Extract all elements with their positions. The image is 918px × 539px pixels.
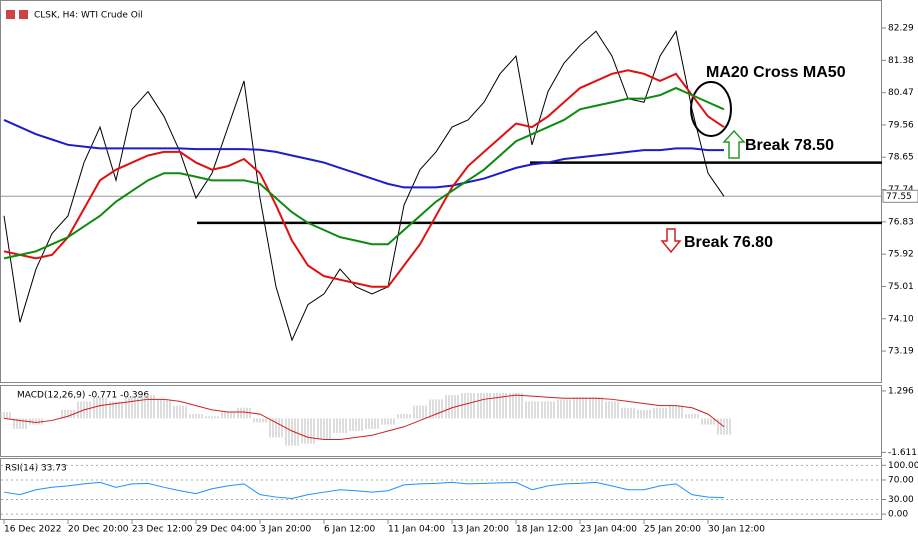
x-tick-label: 16 Dec 2022 — [4, 525, 62, 535]
macd-signal — [3, 394, 725, 440]
x-tick-label: 18 Jan 12:00 — [516, 525, 573, 535]
y-tick-label: 75.01 — [888, 282, 914, 292]
y-tick-label: 70.00 — [888, 475, 914, 485]
y-tick-label: 73.19 — [888, 347, 914, 357]
x-tick-label: 13 Jan 20:00 — [452, 525, 509, 535]
y-tick-label: 79.56 — [888, 120, 914, 130]
main-frame — [0, 0, 882, 383]
series-line — [3, 86, 725, 260]
macd-label: MACD(12,26,9) -0.771 -0.396 — [17, 391, 149, 401]
macd-frame — [0, 385, 882, 457]
x-tick-label: 20 Dec 20:00 — [68, 525, 129, 535]
series-line — [3, 29, 725, 342]
y-tick-label: 76.83 — [888, 217, 914, 227]
y-tick-label: 82.29 — [888, 24, 914, 34]
rsi-label: RSI(14) 33.73 — [5, 464, 67, 474]
x-tick-label: 29 Dec 04:00 — [196, 525, 257, 535]
y-tick-label: -1.611 — [888, 448, 917, 458]
x-tick-label: 11 Jan 04:00 — [388, 525, 445, 535]
rsi-line — [3, 481, 725, 500]
annotation: Break 76.80 — [684, 234, 773, 251]
y-tick-label: 1.296 — [888, 386, 914, 396]
rsi-frame — [0, 458, 882, 520]
y-tick-label: 75.92 — [888, 250, 914, 260]
up-arrow — [722, 129, 746, 159]
y-tick-label: 0.00 — [888, 510, 908, 520]
y-tick-label: 81.38 — [888, 56, 914, 66]
y-tick-label: 74.10 — [888, 314, 914, 324]
x-tick-label: 25 Jan 20:00 — [644, 525, 701, 535]
down-arrow — [660, 228, 682, 254]
x-tick-label: 30 Jan 12:00 — [708, 525, 765, 535]
series-line — [3, 69, 725, 288]
x-tick-label: 3 Jan 20:00 — [260, 525, 312, 535]
annotation: MA20 Cross MA50 — [706, 64, 846, 81]
series-line — [3, 119, 724, 189]
last-price-box — [882, 189, 918, 203]
icon — [6, 10, 15, 19]
cross-circle — [690, 81, 732, 137]
x-tick-label: 6 Jan 12:00 — [324, 525, 376, 535]
y-tick-label: 78.65 — [888, 153, 914, 163]
y-tick-label: 100.00 — [888, 461, 918, 471]
x-tick-label: 23 Dec 12:00 — [132, 525, 193, 535]
chart-title: CLSK, H4: WTI Crude Oil — [34, 11, 143, 21]
annotation: Break 78.50 — [745, 137, 834, 154]
icon — [19, 10, 28, 19]
y-tick-label: 80.47 — [888, 88, 914, 98]
y-tick-label: 30.00 — [888, 495, 914, 505]
x-tick-label: 23 Jan 04:00 — [580, 525, 637, 535]
last-price-label: 77.55 — [886, 192, 912, 202]
